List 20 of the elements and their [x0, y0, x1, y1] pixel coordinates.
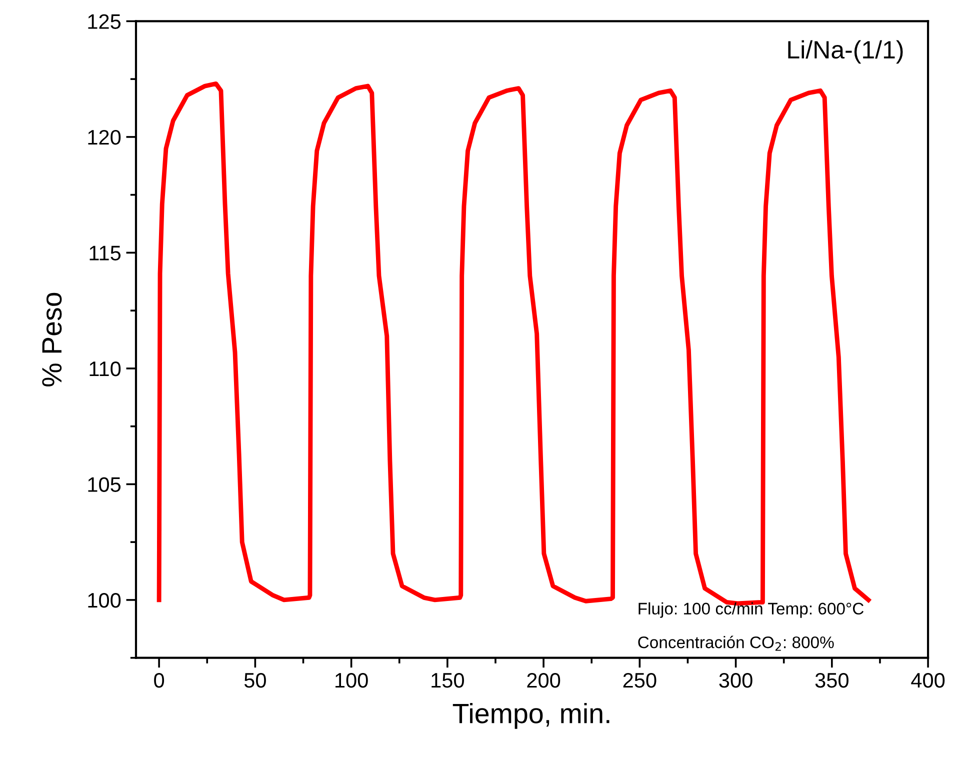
y-axis-title: % Peso	[42, 292, 62, 386]
x-tick-label: 200	[527, 672, 560, 688]
x-tick-label: 400	[911, 672, 945, 688]
annotation: Concentración CO$_{2}$: 800%	[638, 636, 834, 651]
x-tick-label: 100	[336, 672, 368, 688]
x-tick-label: 0	[154, 672, 164, 688]
x-tick-label: 250	[623, 672, 656, 688]
x-tick-label: 50	[244, 672, 266, 688]
x-tick-label: 300	[719, 672, 752, 688]
y-tick-label: 110	[90, 361, 121, 376]
y-tick-label: 120	[88, 130, 121, 145]
y-tick-label: 125	[88, 14, 121, 29]
x-tick-label: 150	[432, 672, 464, 688]
y-tick-label: 105	[88, 477, 121, 492]
annotation: Li/Na-(1/1)	[788, 40, 903, 64]
annotation: Flujo: 100 cc/min Temp: 600°C	[638, 602, 864, 618]
y-tick-label: 115	[90, 246, 121, 260]
x-tick-label: 350	[815, 672, 848, 688]
x-axis-title: Tiempo, min.	[452, 702, 610, 729]
y-tick-label: 100	[88, 592, 121, 608]
